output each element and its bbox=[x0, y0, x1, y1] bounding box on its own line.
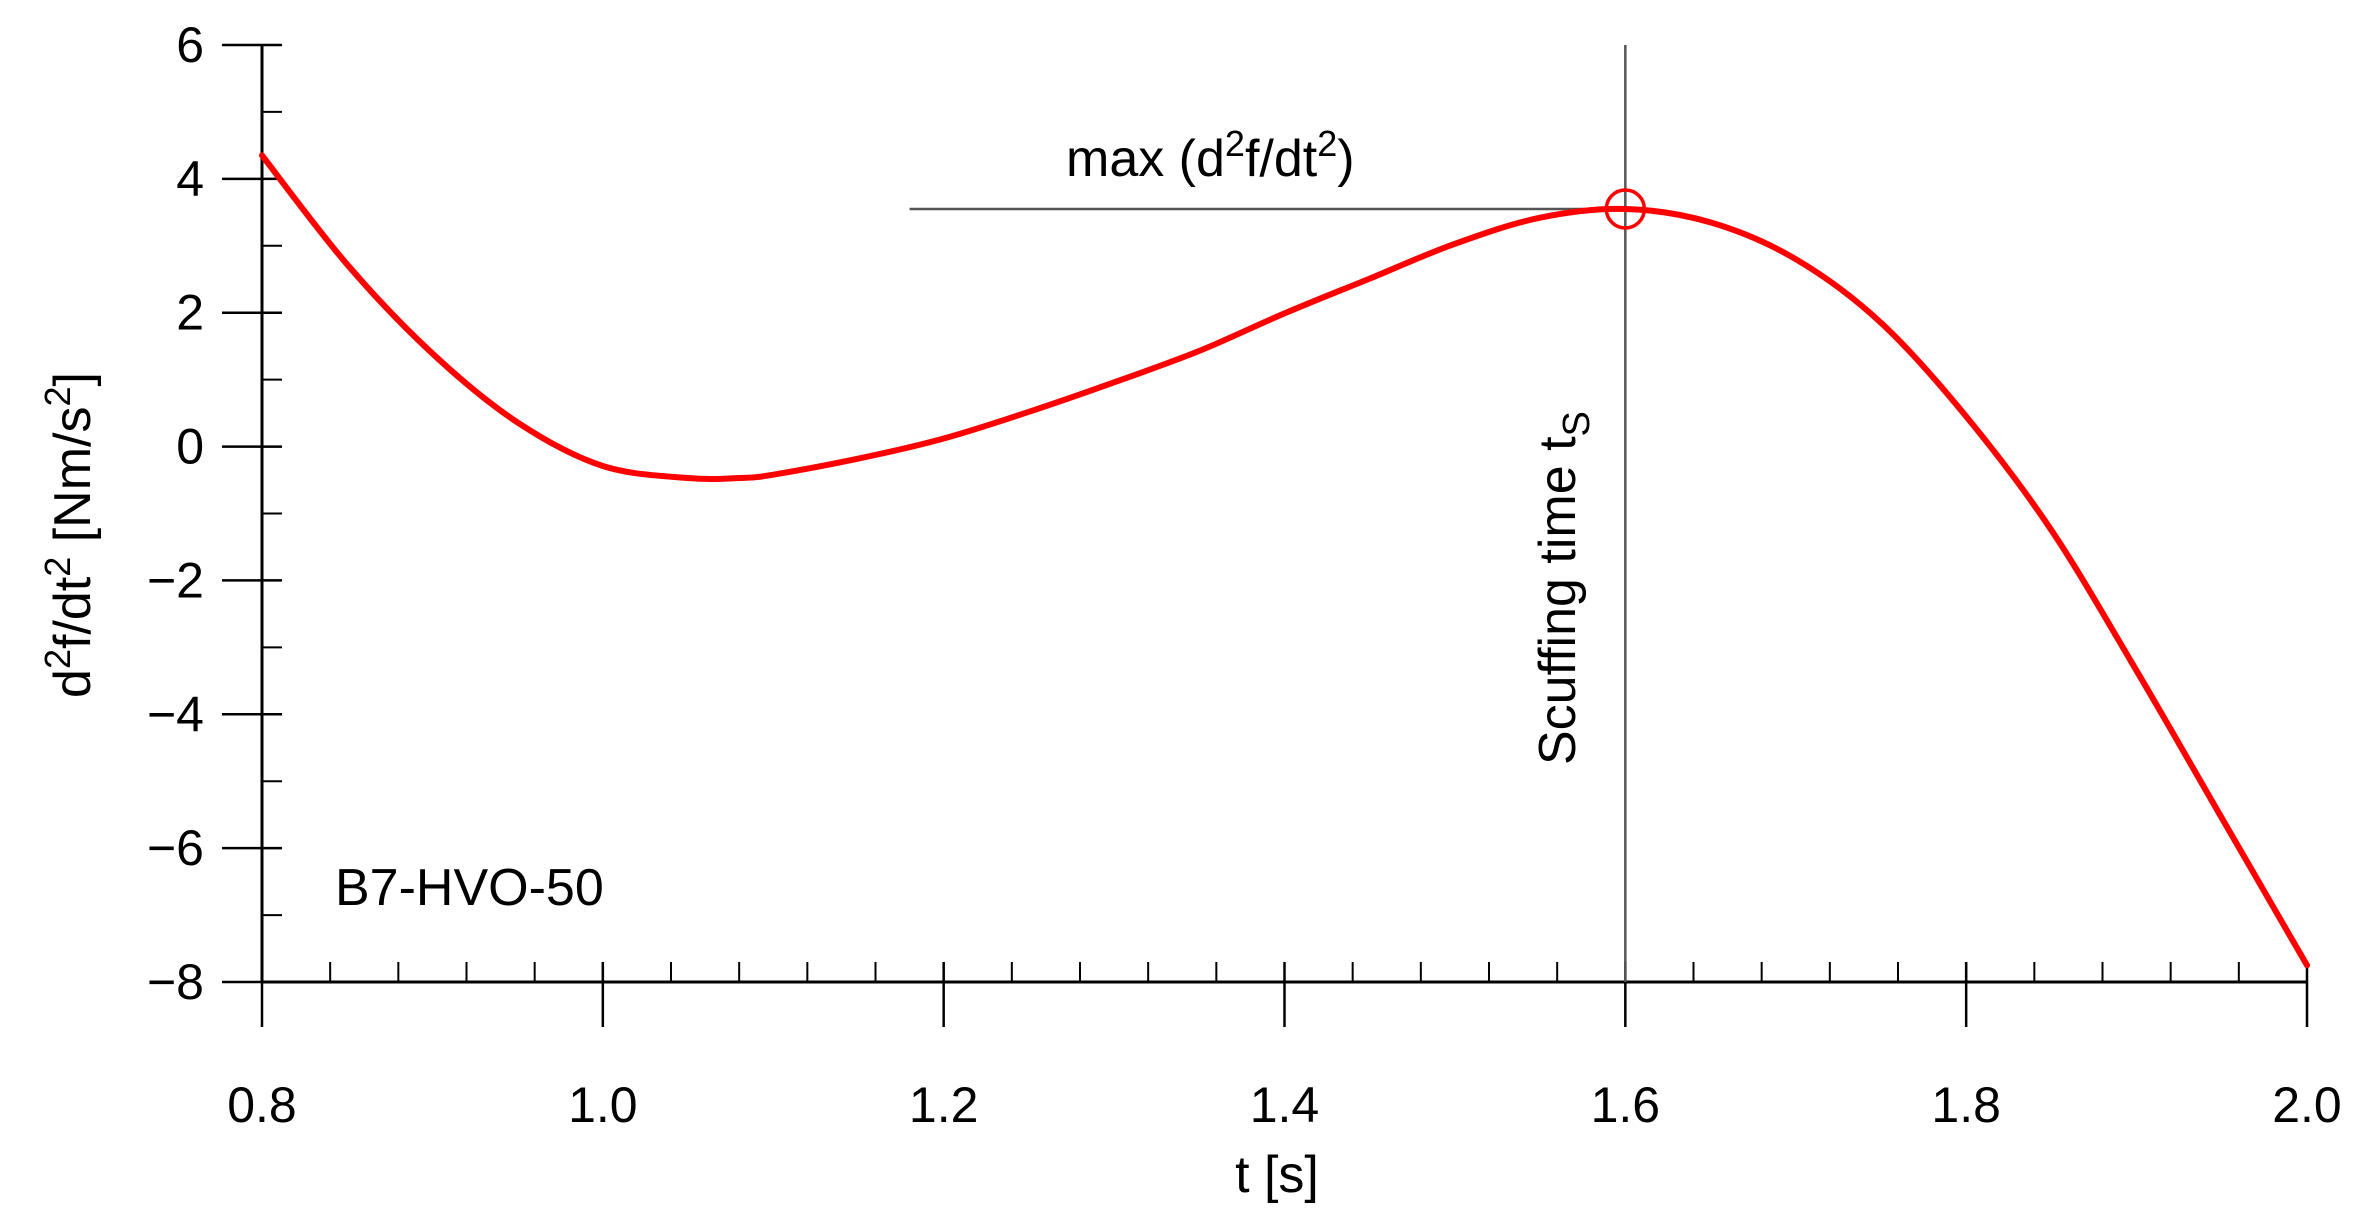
reference-lines bbox=[909, 45, 1627, 982]
y-tick-label: −2 bbox=[147, 552, 204, 608]
max-marker bbox=[1604, 188, 1647, 230]
y-axis-title: d2f/dt2 [Nm/s2] bbox=[37, 372, 102, 698]
ticks: 6 4 2 0 −2 −4 −6 −8 0.8 1.0 1.2 1.4 1.6 1.8 2.0 bbox=[147, 17, 2342, 1133]
x-tick-label: 1.6 bbox=[1591, 1077, 1661, 1133]
y-tick-label: 6 bbox=[176, 17, 204, 73]
y-tick-label: −4 bbox=[147, 686, 204, 742]
y-tick-label: 0 bbox=[176, 419, 204, 475]
x-tick-label: 1.4 bbox=[1250, 1077, 1320, 1133]
x-tick-label: 2.0 bbox=[2272, 1077, 2342, 1133]
series-group bbox=[259, 152, 2310, 969]
y-tick-label: 2 bbox=[176, 285, 204, 341]
y-tick-label: 4 bbox=[176, 151, 204, 207]
x-tick-label: 1.0 bbox=[568, 1077, 638, 1133]
y-tick-label: −6 bbox=[147, 820, 204, 876]
series-line bbox=[259, 152, 2310, 969]
scuffing-time-label: Scuffing time tS bbox=[1529, 411, 1598, 765]
sample-annotation: B7-HVO-50 bbox=[335, 859, 604, 917]
x-tick-label: 0.8 bbox=[227, 1077, 297, 1133]
y-tick-label: −8 bbox=[147, 954, 204, 1010]
x-tick-label: 1.2 bbox=[909, 1077, 979, 1133]
max-label: max (d2f/dt2) bbox=[1066, 123, 1355, 188]
x-tick-label: 1.8 bbox=[1931, 1077, 2001, 1133]
x-axis-title: t [s] bbox=[1235, 1146, 1319, 1204]
